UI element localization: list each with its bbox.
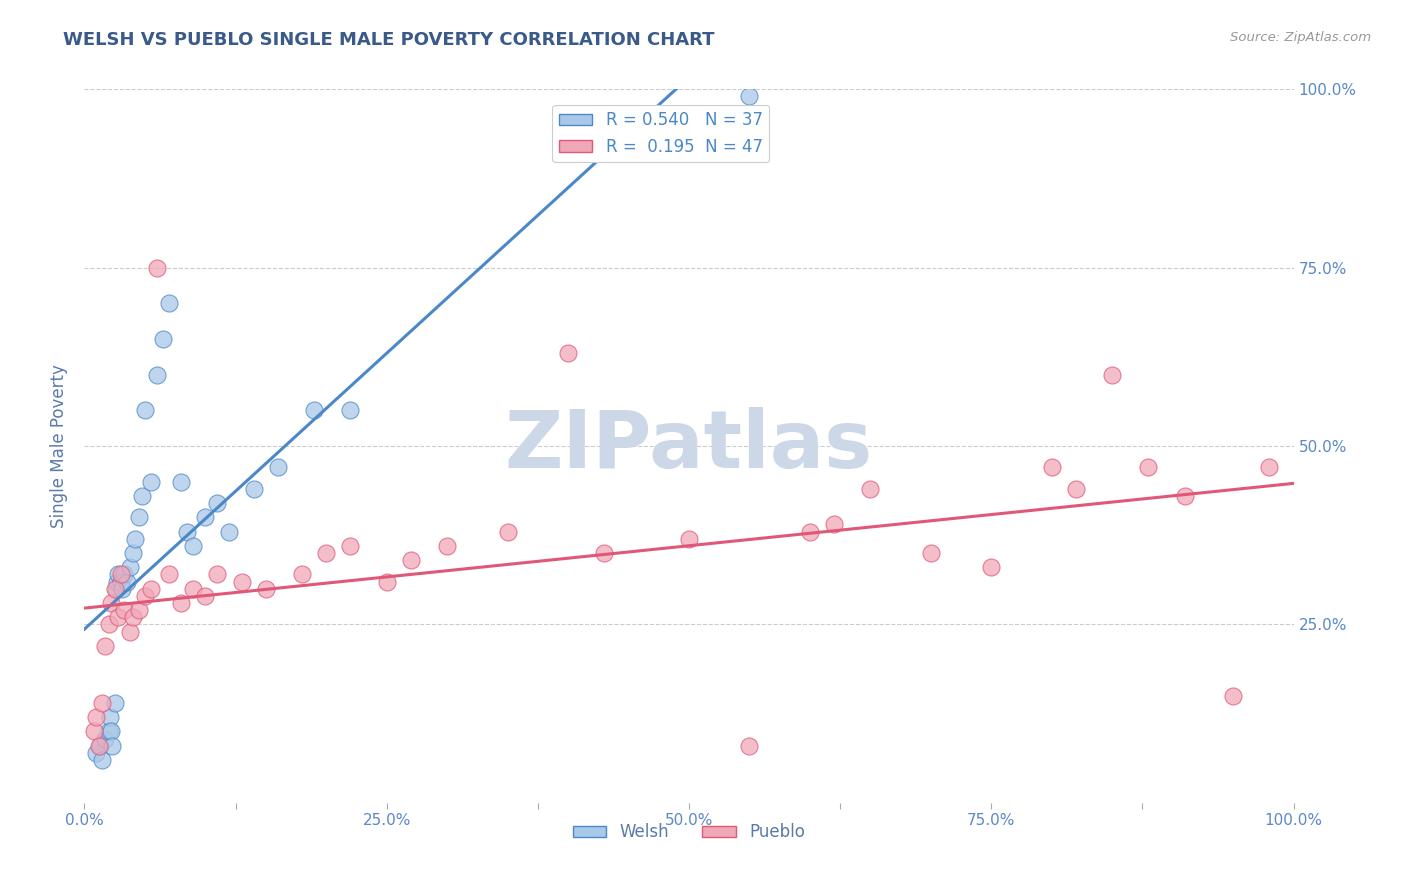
Point: [194, 589, 217, 603]
Point: [1064, 482, 1087, 496]
Point: [94, 639, 117, 653]
Point: [124, 532, 146, 546]
Point: [120, 560, 142, 574]
Point: [170, 475, 193, 489]
Point: [181, 539, 204, 553]
Point: [302, 403, 325, 417]
Point: [1137, 460, 1160, 475]
Point: [107, 567, 129, 582]
Point: [101, 739, 124, 753]
Point: [86, 746, 108, 760]
Point: [104, 582, 127, 596]
Point: [97, 617, 120, 632]
Point: [157, 296, 180, 310]
Point: [218, 524, 240, 539]
Point: [181, 582, 204, 596]
Point: [91, 753, 114, 767]
Point: [291, 567, 314, 582]
Point: [115, 574, 138, 589]
Point: [557, 346, 579, 360]
Point: [738, 739, 761, 753]
Point: [207, 496, 229, 510]
Point: [110, 574, 132, 589]
Point: [920, 546, 942, 560]
Point: [100, 596, 122, 610]
Point: [339, 539, 361, 553]
Point: [823, 517, 845, 532]
Point: [1174, 489, 1197, 503]
Point: [134, 403, 156, 417]
Point: [139, 582, 162, 596]
Point: [104, 582, 127, 596]
Point: [170, 596, 193, 610]
Point: [134, 589, 156, 603]
Point: [110, 567, 132, 582]
Point: [121, 610, 143, 624]
Point: [120, 624, 142, 639]
Point: [799, 524, 821, 539]
Point: [436, 539, 458, 553]
Point: [1222, 689, 1244, 703]
Point: [94, 731, 117, 746]
Point: [1040, 460, 1063, 475]
Point: [242, 482, 264, 496]
Point: [231, 574, 253, 589]
Text: Source: ZipAtlas.com: Source: ZipAtlas.com: [1230, 31, 1371, 45]
Y-axis label: Single Male Poverty: Single Male Poverty: [51, 364, 69, 528]
Point: [131, 489, 153, 503]
Point: [375, 574, 398, 589]
Point: [859, 482, 882, 496]
Point: [678, 532, 700, 546]
Point: [339, 403, 361, 417]
Point: [86, 710, 108, 724]
Text: WELSH VS PUEBLO SINGLE MALE POVERTY CORRELATION CHART: WELSH VS PUEBLO SINGLE MALE POVERTY CORR…: [63, 31, 714, 49]
Point: [87, 739, 110, 753]
Point: [97, 724, 120, 739]
Point: [91, 696, 114, 710]
Point: [1101, 368, 1123, 382]
Point: [107, 610, 129, 624]
Legend: Welsh, Pueblo: Welsh, Pueblo: [567, 817, 811, 848]
Point: [112, 567, 135, 582]
Point: [194, 510, 217, 524]
Point: [83, 724, 105, 739]
Point: [111, 582, 134, 596]
Point: [89, 739, 111, 753]
Point: [152, 332, 174, 346]
Point: [100, 724, 122, 739]
Point: [267, 460, 290, 475]
Point: [146, 368, 169, 382]
Point: [121, 546, 143, 560]
Point: [496, 524, 519, 539]
Point: [176, 524, 198, 539]
Point: [105, 574, 128, 589]
Point: [1258, 460, 1281, 475]
Point: [128, 510, 150, 524]
Point: [207, 567, 229, 582]
Point: [112, 603, 135, 617]
Point: [98, 710, 121, 724]
Point: [980, 560, 1002, 574]
Point: [128, 603, 150, 617]
Point: [139, 475, 162, 489]
Point: [157, 567, 180, 582]
Point: [104, 696, 127, 710]
Point: [738, 89, 761, 103]
Text: ZIPatlas: ZIPatlas: [505, 407, 873, 485]
Point: [146, 260, 169, 275]
Point: [254, 582, 277, 596]
Point: [593, 546, 616, 560]
Point: [315, 546, 337, 560]
Point: [399, 553, 422, 567]
